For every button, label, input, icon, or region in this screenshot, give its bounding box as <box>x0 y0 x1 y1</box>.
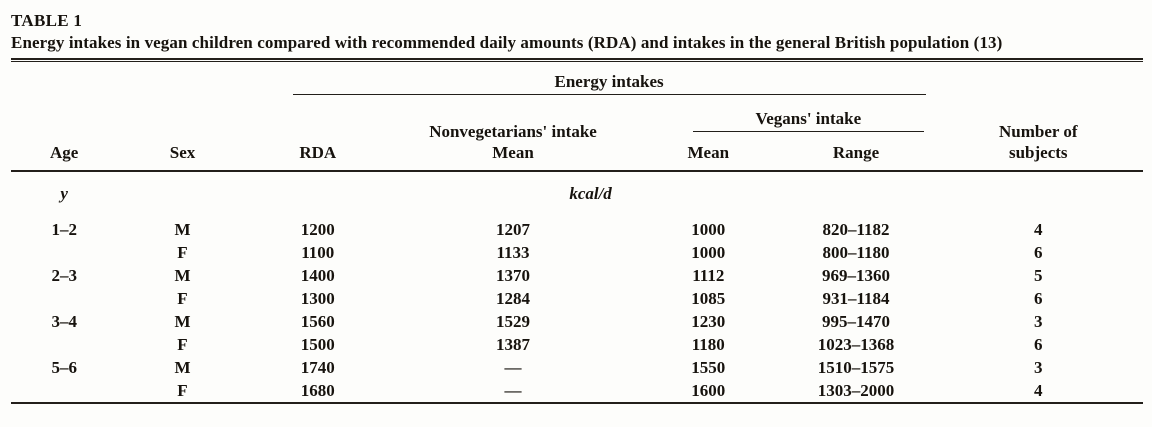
header-row-spanner-1: Energy intakes <box>11 62 1143 95</box>
table-row: 2–3 M 1400 1370 1112 969–1360 5 <box>11 264 1143 287</box>
cell-age: 1–2 <box>51 220 77 239</box>
unit-spacer <box>117 171 247 218</box>
unit-spacer <box>934 171 1143 218</box>
cell-rda: 1740 <box>300 358 335 377</box>
cell-sex: F <box>177 381 188 400</box>
cell-nonveg-mean: 1529 <box>496 312 531 331</box>
table-row: 5–6 M 1740 — 1550 1510–1575 3 <box>11 356 1143 379</box>
table-label: TABLE 1 <box>11 11 83 30</box>
cell-veg-mean: 1600 <box>691 381 726 400</box>
table-row: F 1300 1284 1085 931–1184 6 <box>11 287 1143 310</box>
units-row: y kcal/d <box>11 171 1143 218</box>
cell-range: 931–1184 <box>822 289 890 308</box>
cell-veg-mean: 1550 <box>691 358 726 377</box>
cell-subjects: 6 <box>1034 289 1043 308</box>
cell-range: 1023–1368 <box>817 335 895 354</box>
cell-veg-mean: 1112 <box>692 266 725 285</box>
header-age: Age <box>11 132 118 172</box>
header-rda: RDA <box>247 132 388 172</box>
header-subjects-line2: subjects <box>1008 143 1068 162</box>
header-veg-mean: Mean <box>638 132 779 172</box>
cell-rda: 1100 <box>301 243 335 262</box>
header-number-of-subjects: Number of subjects <box>933 95 1143 172</box>
header-energy-intakes: Energy intakes <box>292 72 926 95</box>
cell-subjects: 6 <box>1034 243 1043 262</box>
cell-veg-mean: 1180 <box>691 335 725 354</box>
cell-veg-mean: 1085 <box>691 289 726 308</box>
table-row: 3–4 M 1560 1529 1230 995–1470 3 <box>11 310 1143 333</box>
cell-age <box>11 241 117 264</box>
cell-nonveg-mean: 1387 <box>496 335 531 354</box>
cell-nonveg-mean: — <box>504 358 522 377</box>
cell-range: 995–1470 <box>822 312 890 331</box>
cell-subjects: 3 <box>1034 358 1043 377</box>
cell-subjects: 6 <box>1034 335 1043 354</box>
cell-range: 969–1360 <box>822 266 890 285</box>
cell-nonveg-mean: 1370 <box>496 266 531 285</box>
cell-nonveg-mean: 1207 <box>496 220 531 239</box>
header-spacer <box>11 62 248 95</box>
header-spacer <box>11 95 388 132</box>
cell-age: 5–6 <box>51 358 77 377</box>
table-caption: Energy intakes in vegan children compare… <box>11 33 1003 52</box>
unit-energy: kcal/d <box>569 184 612 203</box>
cell-sex: F <box>177 243 188 262</box>
cell-nonveg-mean: 1133 <box>496 243 530 262</box>
header-nonvegetarians-intake: Nonvegetarians' intake <box>429 122 597 141</box>
cell-nonveg-mean: — <box>504 381 522 400</box>
header-vegans-intake: Vegans' intake <box>693 109 924 132</box>
paper-page: TABLE 1 Energy intakes in vegan children… <box>11 11 1143 404</box>
cell-sex: F <box>177 289 188 308</box>
cell-sex: M <box>174 220 191 239</box>
cell-rda: 1680 <box>300 381 335 400</box>
header-veg-range: Range <box>778 132 934 172</box>
cell-rda: 1500 <box>300 335 335 354</box>
table-row: F 1100 1133 1000 800–1180 6 <box>11 241 1143 264</box>
energy-intake-table: Energy intakes Nonvegetarians' intake Me… <box>11 62 1143 404</box>
cell-age <box>11 287 117 310</box>
header-nonveg-mean: Mean <box>492 143 534 162</box>
header-row-columns: Age Sex RDA Mean Range <box>11 132 1143 172</box>
double-rule-divider <box>11 58 1143 62</box>
cell-veg-mean: 1230 <box>691 312 726 331</box>
header-row-spanner-2: Nonvegetarians' intake Mean Vegans' inta… <box>11 95 1143 172</box>
cell-sex: M <box>174 266 191 285</box>
table-row: 1–2 M 1200 1207 1000 820–1182 4 <box>11 218 1143 241</box>
cell-rda: 1300 <box>300 289 335 308</box>
header-sex: Sex <box>117 132 248 172</box>
cell-veg-mean: 1000 <box>691 220 726 239</box>
cell-age <box>11 379 117 403</box>
header-spacer <box>934 62 1143 95</box>
cell-rda: 1560 <box>300 312 335 331</box>
cell-sex: F <box>177 335 188 354</box>
cell-nonveg-mean: 1284 <box>496 289 531 308</box>
cell-range: 800–1180 <box>822 243 890 262</box>
header-nonvegetarians-intake-mean: Nonvegetarians' intake Mean <box>387 95 639 172</box>
cell-rda: 1200 <box>300 220 335 239</box>
unit-age: y <box>60 184 68 203</box>
cell-age <box>11 333 117 356</box>
cell-sex: M <box>174 312 191 331</box>
cell-age: 2–3 <box>51 266 77 285</box>
cell-veg-mean: 1000 <box>691 243 726 262</box>
cell-age: 3–4 <box>51 312 77 331</box>
header-subjects-line1: Number of <box>999 122 1078 141</box>
cell-subjects: 4 <box>1034 381 1043 400</box>
cell-range: 1303–2000 <box>817 381 895 400</box>
cell-subjects: 4 <box>1034 220 1043 239</box>
cell-subjects: 3 <box>1034 312 1043 331</box>
cell-sex: M <box>174 358 191 377</box>
cell-range: 820–1182 <box>822 220 890 239</box>
header-vegans-intake-cell: Vegans' intake <box>638 95 933 132</box>
cell-subjects: 5 <box>1034 266 1043 285</box>
table-row: F 1680 — 1600 1303–2000 4 <box>11 379 1143 403</box>
header-energy-intakes-cell: Energy intakes <box>248 62 934 95</box>
cell-rda: 1400 <box>300 266 335 285</box>
table-row: F 1500 1387 1180 1023–1368 6 <box>11 333 1143 356</box>
cell-range: 1510–1575 <box>817 358 895 377</box>
